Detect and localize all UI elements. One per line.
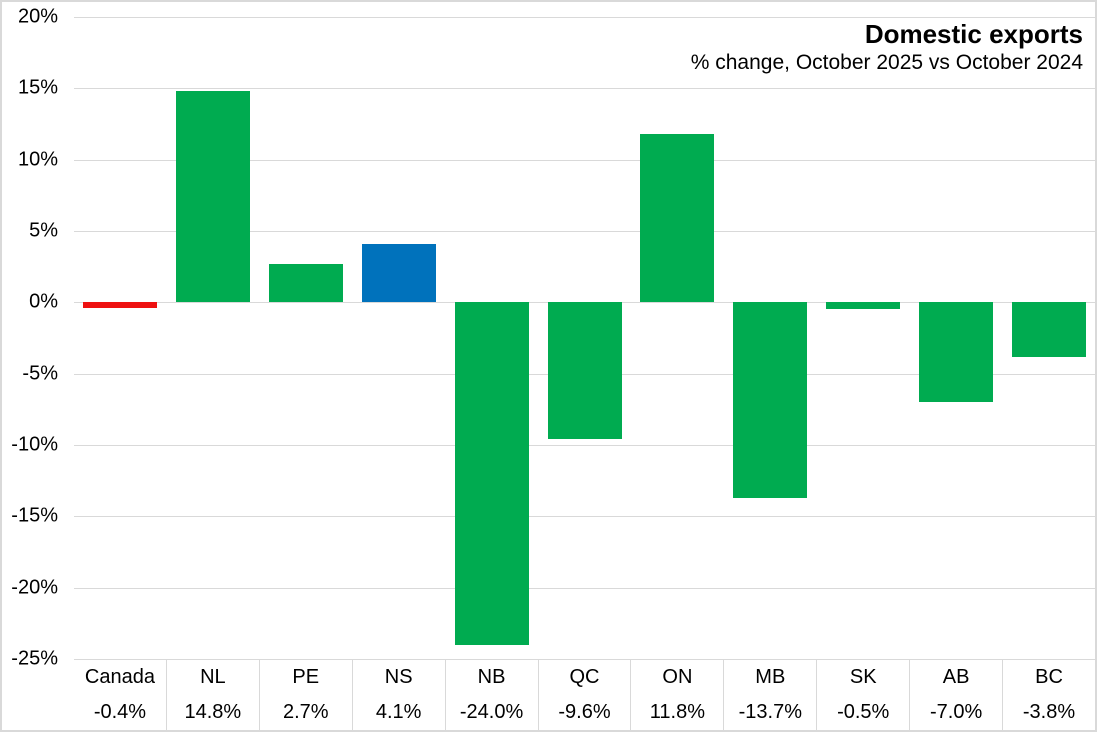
x-axis-category-label: PE	[292, 666, 320, 688]
x-axis-category-label: Canada	[84, 666, 155, 688]
chart-subtitle: % change, October 2025 vs October 2024	[690, 50, 1083, 74]
gridline	[74, 159, 1095, 161]
x-axis-value-label: -0.4%	[93, 701, 147, 723]
bar-nb	[454, 302, 529, 645]
x-axis-column-mb: MB -13.7%	[723, 660, 816, 730]
x-axis-category-label: QC	[569, 666, 600, 688]
x-axis-category-label: MB	[755, 666, 786, 688]
x-axis-value-label: -3.8%	[1022, 701, 1076, 723]
y-axis-tick-label: 15%	[17, 76, 58, 99]
gridline	[74, 587, 1095, 589]
bar-pe	[269, 263, 344, 303]
x-axis-category-label: NB	[477, 666, 506, 688]
x-axis-value-label: -13.7%	[738, 701, 802, 723]
x-axis-value-label: -0.5%	[837, 701, 890, 723]
x-axis-category-label: NS	[384, 666, 413, 688]
y-axis-tick-label: -10%	[11, 433, 58, 456]
x-axis-data-table: Canada -0.4% NL 14.8% PE 2.7% NS 4.1% NB -24.0% QC…	[74, 659, 1095, 730]
bar-ab	[918, 302, 993, 403]
x-axis-column-sk: SK -0.5%	[816, 660, 909, 730]
x-axis-column-ab: AB -7.0%	[909, 660, 1002, 730]
x-axis-category-label: AB	[942, 666, 970, 688]
bar-on	[640, 133, 715, 303]
x-axis-value-label: 4.1%	[375, 701, 422, 723]
x-axis-value-label: -24.0%	[459, 701, 524, 723]
bar-sk	[825, 302, 900, 310]
gridline	[74, 516, 1095, 518]
x-axis-column-ns: NS 4.1%	[351, 660, 445, 730]
gridline	[74, 231, 1095, 232]
y-axis-tick-label: 0%	[29, 290, 58, 313]
x-axis-column-qc: QC -9.6%	[537, 660, 631, 730]
x-axis-column-bc: BC -3.8%	[1002, 660, 1095, 730]
x-axis-value-label: -9.6%	[558, 701, 611, 723]
bar-ns	[361, 243, 436, 303]
y-axis-tick-label: -20%	[11, 576, 58, 599]
bar-nl	[176, 91, 251, 303]
y-axis-tick-label: 20%	[17, 5, 58, 28]
x-axis-category-label: ON	[662, 666, 693, 688]
gridline	[74, 88, 1095, 90]
gridline	[74, 17, 1095, 18]
y-axis-tick-label: -5%	[22, 362, 58, 385]
x-axis-category-label: NL	[200, 666, 226, 688]
chart-header: Domestic exports % change, October 2025 …	[690, 19, 1083, 76]
gridline	[74, 445, 1095, 446]
y-axis-tick-label: -25%	[11, 647, 58, 670]
y-axis-tick-label: -15%	[11, 504, 58, 527]
x-axis-column-on: ON 11.8%	[630, 660, 723, 730]
x-axis-category-label: BC	[1035, 666, 1063, 688]
y-axis-tick-label: 5%	[29, 219, 58, 242]
x-axis-column-nb: NB -24.0%	[444, 660, 538, 730]
y-axis-tick-label: 10%	[17, 148, 58, 171]
x-axis-value-label: -7.0%	[929, 701, 983, 723]
bar-bc	[1011, 302, 1086, 357]
chart-title: Domestic exports	[864, 19, 1083, 49]
x-axis-value-label: 2.7%	[282, 701, 329, 723]
bar-mb	[733, 302, 808, 498]
x-axis-column-nl: NL 14.8%	[165, 660, 259, 730]
bar-canada	[83, 302, 158, 309]
bar-qc	[547, 302, 622, 440]
x-axis-column-canada: Canada -0.4%	[74, 660, 166, 730]
x-axis-value-label: 11.8%	[649, 701, 705, 723]
x-axis-value-label: 14.8%	[184, 701, 242, 723]
x-axis-column-pe: PE 2.7%	[258, 660, 352, 730]
x-axis-category-label: SK	[849, 666, 877, 688]
